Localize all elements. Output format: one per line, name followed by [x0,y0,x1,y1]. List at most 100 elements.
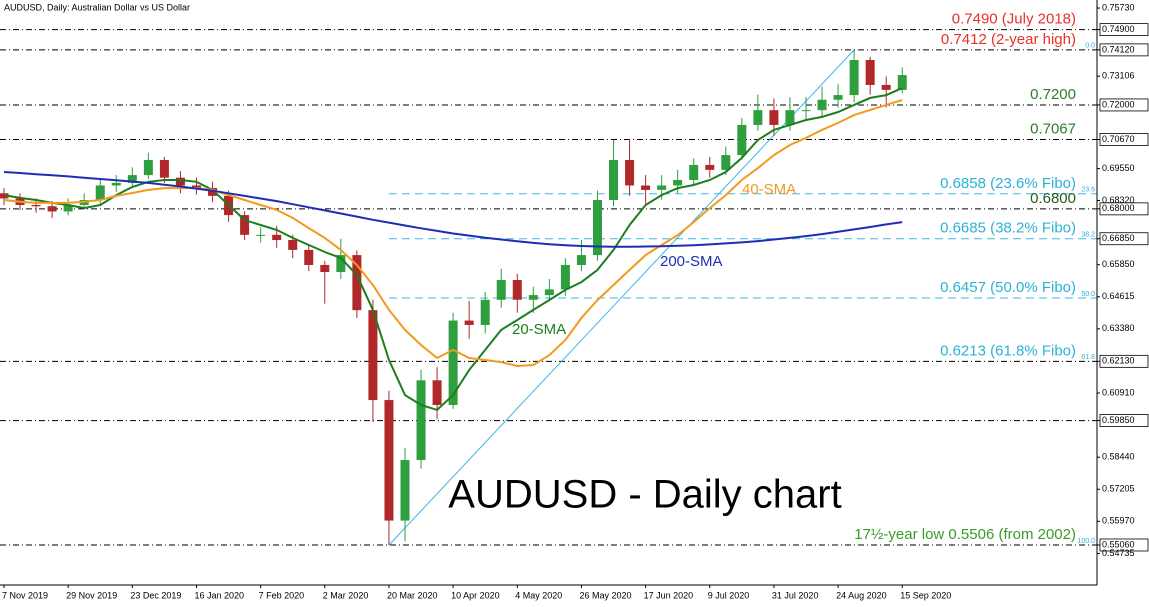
candle-body [464,320,474,325]
y-tick-highlight [1099,98,1149,112]
x-tick-label: 17 Jun 2020 [644,590,694,600]
plot-layer [0,49,907,545]
x-tick-label: 24 Aug 2020 [836,590,887,600]
candle-body [111,182,121,186]
fibo-tag: 0.0 [1085,43,1095,50]
y-tick-label: 0.68320 [1102,195,1135,205]
y-tick-highlight [1099,538,1149,552]
candle-body [897,75,907,90]
candle-body [528,295,538,300]
level-label: 0.6213 (61.8% Fibo) [940,342,1076,359]
x-tick-label: 7 Feb 2020 [259,590,305,600]
candle-body [400,460,410,521]
sma-label: 20-SMA [512,321,566,338]
y-tick-label: 0.66850 [1102,233,1135,243]
x-tick-label: 9 Jul 2020 [708,590,750,600]
y-tick-label: 0.72000 [1102,99,1135,109]
candle-body [592,200,602,256]
y-tick-highlight [1099,23,1149,37]
level-label: 0.7067 [1030,120,1076,137]
y-tick-label: 0.54735 [1102,548,1135,558]
candle-body [721,155,731,170]
levels-layer [0,29,1097,546]
y-tick-highlight [1099,133,1149,146]
candle-body [753,110,763,125]
sma-line [3,171,903,248]
fibo-tag: 61.8 [1081,354,1095,361]
trendline [388,49,855,546]
y-tick-highlight [1099,232,1149,246]
candle-body [769,110,779,125]
y-tick-label: 0.74900 [1102,24,1135,34]
level-label: 0.6457 (50.0% Fibo) [940,279,1076,296]
candle-body [609,160,619,201]
level-label: 0.7412 (2-year high) [941,31,1076,48]
y-tick-highlight [1099,43,1149,57]
y-tick-label: 0.69550 [1102,163,1135,173]
fibo-tag: 38.2 [1081,232,1095,239]
candle-body [47,206,57,212]
y-tick-label: 0.73106 [1102,71,1135,81]
candle-body [849,60,859,96]
y-tick-label: 0.62130 [1102,356,1135,366]
candle-body [288,240,298,250]
candle-body [705,164,715,170]
candle-body [208,188,218,196]
candle-body [625,160,635,186]
candle-body [801,110,811,112]
candle-body [159,160,169,178]
y-tick-label: 0.75730 [1102,2,1135,12]
x-tick-label: 26 May 2020 [579,590,631,600]
candle-body [368,310,378,401]
y-tick-label: 0.68000 [1102,203,1135,213]
x-tick-label: 4 May 2020 [515,590,562,600]
x-tick-label: 15 Sep 2020 [900,590,951,600]
candle-body [304,249,314,265]
level-label: 0.7200 [1030,86,1076,103]
y-tick-label: 0.55060 [1102,539,1135,549]
sma-line [3,99,903,368]
level-label: 0.6800 [1030,190,1076,207]
candle-body [641,185,651,190]
candle-body [175,177,185,186]
candle-body [272,234,282,241]
candle-body [833,95,843,100]
candle-body [576,255,586,265]
x-tick-label: 16 Jan 2020 [194,590,244,600]
y-tick-label: 0.64615 [1102,291,1135,301]
x-tick-label: 29 Nov 2019 [66,590,117,600]
y-tick-label: 0.59850 [1102,415,1135,425]
candle-body [336,255,346,272]
candle-body [256,234,266,236]
x-tick-label: 7 Nov 2019 [2,590,48,600]
candle-body [785,110,795,125]
candle-body [865,60,875,85]
y-tick-highlight [1099,354,1149,368]
y-tick-label: 0.55970 [1102,516,1135,526]
chart-header: AUDUSD, Daily: Australian Dollar vs US D… [4,2,190,12]
level-label: 0.7490 (July 2018) [952,11,1076,28]
level-label: 0.6858 (23.6% Fibo) [940,175,1076,192]
candle-body [240,215,250,235]
candle-body [448,320,458,405]
candle-body [432,380,442,405]
candle-body [95,185,105,201]
y-tick-label: 0.57205 [1102,484,1135,494]
x-tick-label: 10 Apr 2020 [451,590,500,600]
x-tick-label: 23 Dec 2019 [130,590,181,600]
level-label: 0.6685 (38.2% Fibo) [940,220,1076,237]
candle-body [496,280,506,300]
candle-body [191,185,201,189]
y-tick-highlight [1099,202,1149,216]
candle-body [673,180,683,186]
candle-body [737,124,747,156]
y-tick-highlight [1099,414,1149,427]
candle-body [31,204,41,207]
y-tick-label: 0.63380 [1102,323,1135,333]
candle-body [544,289,554,296]
chart-title: AUDUSD - Daily chart [448,473,841,517]
